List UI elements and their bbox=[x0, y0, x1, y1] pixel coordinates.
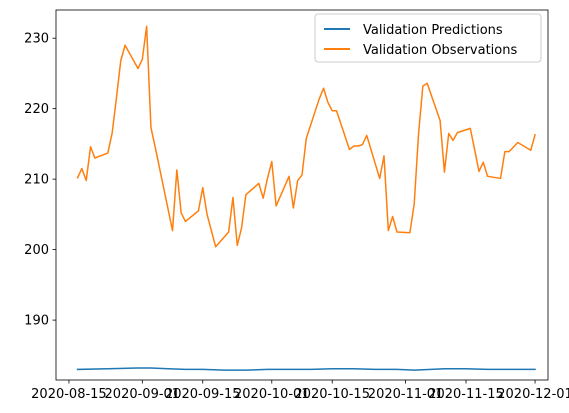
x-tick-label: 2020-12-01 bbox=[497, 387, 569, 402]
y-tick-label: 190 bbox=[24, 314, 49, 329]
legend-label-0: Validation Predictions bbox=[363, 23, 503, 38]
x-tick-label: 2020-09-15 bbox=[165, 387, 241, 402]
y-tick-label: 220 bbox=[24, 102, 49, 117]
x-tick-label: 2020-10-15 bbox=[294, 387, 370, 402]
y-tick-label: 210 bbox=[24, 173, 49, 188]
series-line-1 bbox=[76, 25, 536, 248]
plot-area: 1902002102202302020-08-152020-09-012020-… bbox=[24, 9, 569, 402]
axes-frame bbox=[55, 9, 549, 381]
x-tick-label: 2020-08-15 bbox=[31, 387, 107, 402]
x-tick-label: 2020-09-01 bbox=[105, 387, 181, 402]
legend: Validation Predictions Validation Observa… bbox=[314, 13, 542, 63]
x-tick-label: 2020-10-01 bbox=[234, 387, 310, 402]
x-tick-label: 2020-11-15 bbox=[428, 387, 504, 402]
series-line-0 bbox=[76, 367, 536, 371]
legend-label-1: Validation Observations bbox=[363, 43, 517, 58]
x-tick-label: 2020-11-01 bbox=[368, 387, 444, 402]
legend-box bbox=[314, 13, 542, 63]
y-tick-label: 200 bbox=[24, 243, 49, 258]
y-tick-label: 230 bbox=[24, 32, 49, 47]
